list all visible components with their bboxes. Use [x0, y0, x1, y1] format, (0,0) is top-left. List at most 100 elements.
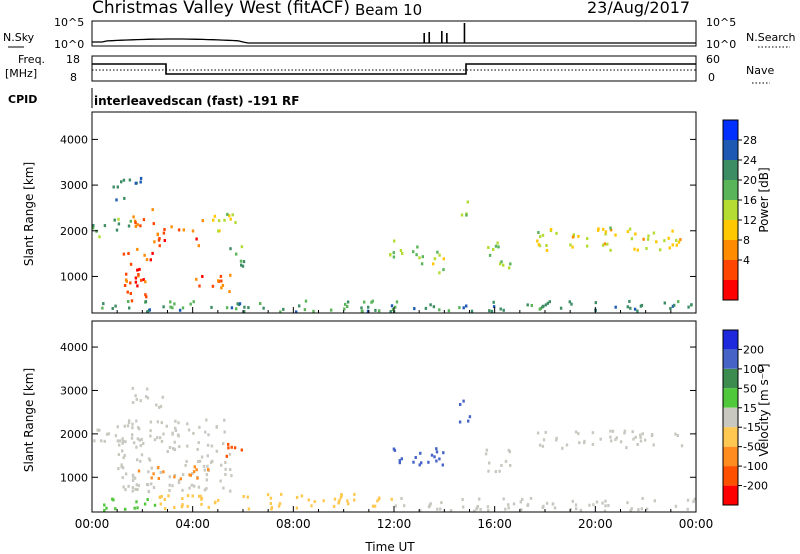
scatter-cell [504, 507, 507, 511]
scatter-cell [213, 214, 217, 218]
scatter-cell [652, 443, 655, 447]
scatter-cell [116, 425, 119, 429]
scatter-cell [549, 228, 553, 231]
scatter-cell [418, 256, 421, 260]
colorbar-tick-label: -15 [743, 421, 761, 434]
nsky-tick-low: 10^0 [54, 38, 84, 51]
scatter-cell [542, 504, 545, 508]
scatter-cell [107, 432, 110, 436]
scatter-cell [223, 430, 226, 434]
scatter-cell [330, 308, 333, 312]
scatter-cell [126, 290, 129, 294]
scatter-cell [197, 485, 201, 489]
scatter-cell [131, 473, 135, 477]
scatter-cell [629, 306, 632, 310]
scatter-cell [537, 231, 540, 234]
scatter-cell [152, 222, 155, 226]
scatter-cell [675, 243, 678, 247]
scatter-cell [123, 454, 126, 457]
scatter-cell [430, 453, 434, 457]
scatter-cell [160, 439, 164, 443]
power-panel: 4000 3000 2000 1000 Slant Range [km] 28 24 20… [22, 111, 771, 314]
scatter-cell [178, 308, 182, 312]
scatter-cell [125, 279, 128, 283]
scatter-cell [686, 498, 690, 502]
scatter-cell [127, 224, 131, 228]
scatter-cell [128, 306, 131, 310]
scatter-cell [146, 309, 150, 313]
scatter-cell [529, 496, 533, 500]
scatter-cell [95, 229, 98, 233]
scatter-cell [129, 262, 133, 266]
scatter-cell [630, 237, 634, 241]
scatter-cell [198, 459, 202, 463]
scatter-cell [138, 438, 141, 442]
scatter-cell [626, 230, 630, 234]
scatter-cell [458, 420, 462, 424]
scatter-cell [432, 305, 436, 309]
scatter-cell [120, 465, 123, 469]
velocity-plot-area [93, 386, 696, 513]
scatter-cell [134, 280, 138, 284]
velocity-colorbar-label: Velocity [m s⁻¹] [757, 363, 771, 456]
scatter-cell [420, 262, 424, 266]
x-axis-label: Time UT [364, 540, 415, 554]
scatter-cell [190, 483, 194, 487]
scatter-cell [370, 300, 373, 304]
scatter-cell [227, 446, 230, 450]
scatter-cell [179, 477, 182, 481]
freq-label: Freq. [18, 53, 45, 66]
scatter-cell [526, 503, 530, 507]
scatter-cell [200, 502, 203, 506]
scatter-cell [206, 464, 209, 468]
scatter-cell [559, 306, 563, 310]
scatter-cell [158, 495, 162, 499]
scatter-cell [429, 303, 432, 307]
scatter-cell [92, 224, 95, 227]
scatter-cell [392, 251, 395, 255]
scatter-cell [101, 306, 104, 310]
scatter-cell [220, 279, 223, 283]
scatter-cell [124, 440, 127, 444]
scatter-cell [280, 492, 283, 496]
scatter-cell [209, 460, 213, 464]
scatter-cell [438, 271, 441, 275]
colorbar-segment [723, 260, 738, 280]
scatter-cell [177, 228, 181, 232]
scatter-cell [668, 246, 671, 250]
scatter-cell [629, 509, 632, 512]
scatter-cell [171, 306, 174, 310]
scatter-cell [340, 493, 343, 497]
scatter-cell [153, 503, 157, 507]
scatter-cell [193, 465, 196, 469]
scatter-cell [143, 253, 146, 257]
scatter-cell [199, 494, 202, 498]
scatter-cell [197, 441, 200, 445]
scatter-cell [492, 300, 495, 304]
scatter-cell [282, 307, 285, 311]
scatter-cell [135, 419, 138, 423]
scatter-cell [137, 427, 141, 431]
scatter-cell [195, 468, 198, 472]
scatter-cell [105, 432, 109, 436]
scatter-cell [186, 494, 190, 498]
scatter-cell [677, 300, 680, 304]
scatter-cell [497, 245, 500, 249]
scatter-cell [130, 436, 134, 440]
scatter-cell [494, 470, 497, 474]
scatter-cell [663, 239, 666, 243]
scatter-cell [147, 470, 150, 474]
scatter-cell [198, 494, 201, 498]
scatter-cell [144, 293, 147, 297]
scatter-cell [312, 309, 315, 313]
scatter-cell [117, 453, 121, 457]
scatter-cell [442, 257, 445, 261]
colorbar-segment [723, 200, 738, 220]
scatter-cell [579, 508, 583, 512]
scatter-cell [508, 450, 512, 454]
scatter-cell [597, 228, 600, 232]
x-tick-label: 00:00 [75, 517, 110, 531]
scatter-cell [228, 290, 231, 294]
scatter-cell [197, 460, 200, 463]
scatter-cell [102, 302, 105, 306]
